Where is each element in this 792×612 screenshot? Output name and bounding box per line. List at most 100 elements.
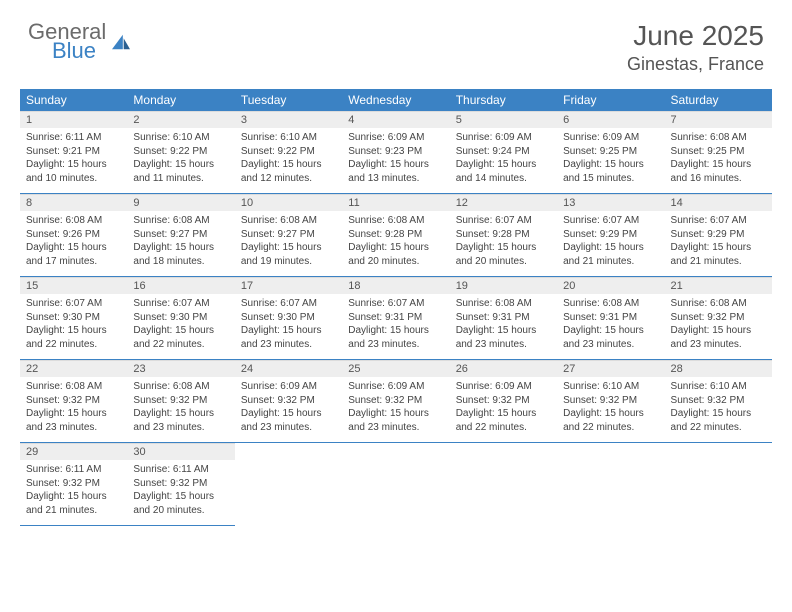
logo: General Blue xyxy=(28,20,132,62)
day-number: 9 xyxy=(127,194,234,211)
calendar-day-cell: 13Sunrise: 6:07 AMSunset: 9:29 PMDayligh… xyxy=(557,194,664,277)
calendar-day-cell: 1Sunrise: 6:11 AMSunset: 9:21 PMDaylight… xyxy=(20,111,127,194)
daylight-line-1: Daylight: 15 hours xyxy=(671,324,766,338)
day-details: Sunrise: 6:07 AMSunset: 9:31 PMDaylight:… xyxy=(342,294,449,359)
calendar-day-cell: 3Sunrise: 6:10 AMSunset: 9:22 PMDaylight… xyxy=(235,111,342,194)
daylight-line-1: Daylight: 15 hours xyxy=(133,490,228,504)
sunrise-line: Sunrise: 6:08 AM xyxy=(133,214,228,228)
sunset-line: Sunset: 9:32 PM xyxy=(348,394,443,408)
calendar-day-cell: 7Sunrise: 6:08 AMSunset: 9:25 PMDaylight… xyxy=(665,111,772,194)
sunrise-line: Sunrise: 6:09 AM xyxy=(456,131,551,145)
daylight-line-2: and 19 minutes. xyxy=(241,255,336,269)
day-details: Sunrise: 6:11 AMSunset: 9:32 PMDaylight:… xyxy=(127,460,234,525)
sunrise-line: Sunrise: 6:07 AM xyxy=(456,214,551,228)
day-details: Sunrise: 6:08 AMSunset: 9:27 PMDaylight:… xyxy=(127,211,234,276)
daylight-line-1: Daylight: 15 hours xyxy=(671,158,766,172)
day-details: Sunrise: 6:08 AMSunset: 9:31 PMDaylight:… xyxy=(557,294,664,359)
day-details: Sunrise: 6:07 AMSunset: 9:30 PMDaylight:… xyxy=(235,294,342,359)
day-number: 30 xyxy=(127,443,234,460)
calendar-day-cell: .. xyxy=(450,443,557,526)
calendar-day-cell: 14Sunrise: 6:07 AMSunset: 9:29 PMDayligh… xyxy=(665,194,772,277)
weekday-header: Tuesday xyxy=(235,89,342,111)
calendar-day-cell: 27Sunrise: 6:10 AMSunset: 9:32 PMDayligh… xyxy=(557,360,664,443)
daylight-line-2: and 22 minutes. xyxy=(26,338,121,352)
day-number: 5 xyxy=(450,111,557,128)
daylight-line-2: and 22 minutes. xyxy=(671,421,766,435)
day-number: 25 xyxy=(342,360,449,377)
daylight-line-2: and 17 minutes. xyxy=(26,255,121,269)
daylight-line-1: Daylight: 15 hours xyxy=(26,158,121,172)
sunset-line: Sunset: 9:27 PM xyxy=(241,228,336,242)
daylight-line-2: and 11 minutes. xyxy=(133,172,228,186)
day-number: 14 xyxy=(665,194,772,211)
daylight-line-2: and 23 minutes. xyxy=(348,338,443,352)
calendar-day-cell: 4Sunrise: 6:09 AMSunset: 9:23 PMDaylight… xyxy=(342,111,449,194)
daylight-line-2: and 18 minutes. xyxy=(133,255,228,269)
calendar-day-cell: 9Sunrise: 6:08 AMSunset: 9:27 PMDaylight… xyxy=(127,194,234,277)
daylight-line-1: Daylight: 15 hours xyxy=(671,407,766,421)
daylight-line-1: Daylight: 15 hours xyxy=(456,158,551,172)
day-number: 26 xyxy=(450,360,557,377)
day-number: 4 xyxy=(342,111,449,128)
sunset-line: Sunset: 9:22 PM xyxy=(133,145,228,159)
day-number: 2 xyxy=(127,111,234,128)
sunset-line: Sunset: 9:21 PM xyxy=(26,145,121,159)
sunset-line: Sunset: 9:31 PM xyxy=(563,311,658,325)
calendar-day-cell: .. xyxy=(665,443,772,526)
daylight-line-2: and 20 minutes. xyxy=(348,255,443,269)
day-details: Sunrise: 6:09 AMSunset: 9:32 PMDaylight:… xyxy=(342,377,449,442)
sunset-line: Sunset: 9:32 PM xyxy=(133,394,228,408)
day-number: 8 xyxy=(20,194,127,211)
day-details: Sunrise: 6:08 AMSunset: 9:27 PMDaylight:… xyxy=(235,211,342,276)
sunrise-line: Sunrise: 6:08 AM xyxy=(26,380,121,394)
day-number: 22 xyxy=(20,360,127,377)
weekday-header: Friday xyxy=(557,89,664,111)
sunrise-line: Sunrise: 6:10 AM xyxy=(671,380,766,394)
day-details: Sunrise: 6:08 AMSunset: 9:32 PMDaylight:… xyxy=(20,377,127,442)
sunset-line: Sunset: 9:31 PM xyxy=(456,311,551,325)
calendar-day-cell: 6Sunrise: 6:09 AMSunset: 9:25 PMDaylight… xyxy=(557,111,664,194)
daylight-line-2: and 10 minutes. xyxy=(26,172,121,186)
daylight-line-2: and 12 minutes. xyxy=(241,172,336,186)
day-number: 16 xyxy=(127,277,234,294)
daylight-line-1: Daylight: 15 hours xyxy=(241,241,336,255)
daylight-line-1: Daylight: 15 hours xyxy=(348,324,443,338)
sunset-line: Sunset: 9:24 PM xyxy=(456,145,551,159)
day-number: 10 xyxy=(235,194,342,211)
calendar-day-cell: 23Sunrise: 6:08 AMSunset: 9:32 PMDayligh… xyxy=(127,360,234,443)
day-details: Sunrise: 6:07 AMSunset: 9:29 PMDaylight:… xyxy=(665,211,772,276)
sunrise-line: Sunrise: 6:09 AM xyxy=(563,131,658,145)
day-details: Sunrise: 6:08 AMSunset: 9:32 PMDaylight:… xyxy=(665,294,772,359)
daylight-line-2: and 23 minutes. xyxy=(133,421,228,435)
sunrise-line: Sunrise: 6:07 AM xyxy=(563,214,658,228)
daylight-line-1: Daylight: 15 hours xyxy=(348,158,443,172)
sunrise-line: Sunrise: 6:07 AM xyxy=(671,214,766,228)
calendar-day-cell: 8Sunrise: 6:08 AMSunset: 9:26 PMDaylight… xyxy=(20,194,127,277)
sunrise-line: Sunrise: 6:07 AM xyxy=(348,297,443,311)
daylight-line-1: Daylight: 15 hours xyxy=(456,241,551,255)
calendar-week-row: 29Sunrise: 6:11 AMSunset: 9:32 PMDayligh… xyxy=(20,443,772,526)
daylight-line-1: Daylight: 15 hours xyxy=(133,407,228,421)
sunset-line: Sunset: 9:32 PM xyxy=(241,394,336,408)
sunset-line: Sunset: 9:28 PM xyxy=(348,228,443,242)
day-number: 1 xyxy=(20,111,127,128)
day-number: 18 xyxy=(342,277,449,294)
sunrise-line: Sunrise: 6:08 AM xyxy=(133,380,228,394)
calendar-day-cell: 28Sunrise: 6:10 AMSunset: 9:32 PMDayligh… xyxy=(665,360,772,443)
day-number: 7 xyxy=(665,111,772,128)
daylight-line-1: Daylight: 15 hours xyxy=(26,324,121,338)
daylight-line-1: Daylight: 15 hours xyxy=(241,158,336,172)
day-details: Sunrise: 6:07 AMSunset: 9:29 PMDaylight:… xyxy=(557,211,664,276)
daylight-line-1: Daylight: 15 hours xyxy=(241,407,336,421)
calendar-day-cell: 29Sunrise: 6:11 AMSunset: 9:32 PMDayligh… xyxy=(20,443,127,526)
daylight-line-1: Daylight: 15 hours xyxy=(348,407,443,421)
day-number: 20 xyxy=(557,277,664,294)
day-number: 27 xyxy=(557,360,664,377)
logo-text: General Blue xyxy=(28,20,106,62)
day-details: Sunrise: 6:10 AMSunset: 9:22 PMDaylight:… xyxy=(127,128,234,193)
day-details: Sunrise: 6:07 AMSunset: 9:28 PMDaylight:… xyxy=(450,211,557,276)
sunset-line: Sunset: 9:28 PM xyxy=(456,228,551,242)
day-details: Sunrise: 6:09 AMSunset: 9:32 PMDaylight:… xyxy=(450,377,557,442)
calendar-day-cell: .. xyxy=(557,443,664,526)
calendar-week-row: 8Sunrise: 6:08 AMSunset: 9:26 PMDaylight… xyxy=(20,194,772,277)
